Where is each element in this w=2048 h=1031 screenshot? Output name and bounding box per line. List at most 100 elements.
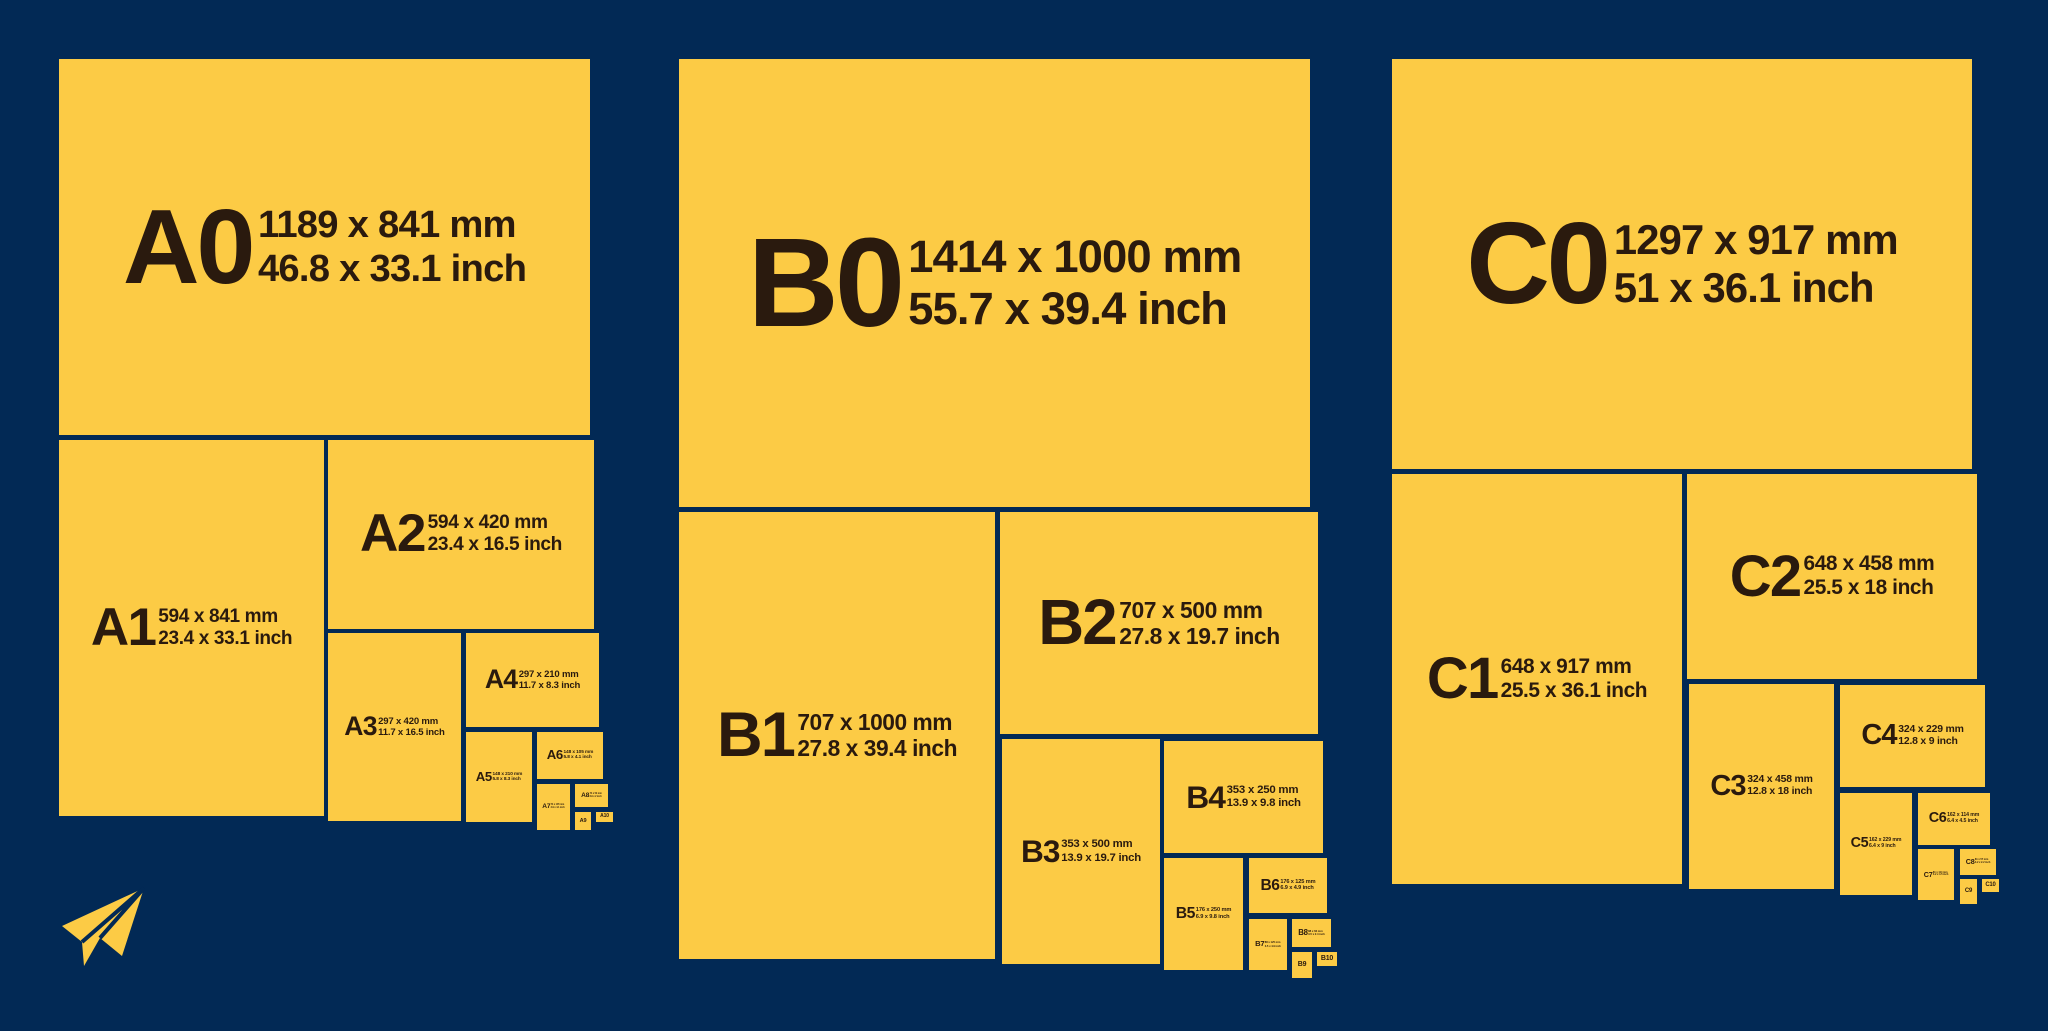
sheet-c10: C10 (1982, 879, 1999, 892)
dimension-inch: 2.9 x 4.1 inch (550, 806, 565, 809)
sheet-name: B4 (1186, 778, 1226, 815)
sheet-name: A3 (344, 711, 377, 742)
dimension-mm: 707 x 1000 mm (797, 709, 953, 736)
dimension-inch: 3.5 x 4.9 inch (1264, 944, 1281, 948)
dimension-inch: 2.9 x 2 inch (589, 794, 602, 798)
sheet-label-group: B3 353 x 500 mm 13.9 x 19.7 inch (1021, 834, 1141, 869)
sheet-label-group: A10 (600, 814, 609, 820)
sheet-name: A2 (360, 504, 426, 564)
dimension-mm: 353 x 500 mm (1061, 838, 1133, 851)
dimension-inch: 25.5 x 18 inch (1803, 576, 1934, 600)
sheet-a3: A3 297 x 420 mm 11.7 x 16.5 inch (328, 633, 461, 821)
sheet-a8: A8 74 x 52 mm 2.9 x 2 inch (575, 784, 608, 807)
sheet-c9: C9 (1960, 879, 1977, 904)
dimension-mm: 648 x 917 mm (1500, 654, 1632, 678)
sheet-name: A1 (90, 597, 157, 657)
sheet-dimensions: 1189 x 841 mm 46.8 x 33.1 inch (257, 203, 527, 291)
sheet-dimensions: 81 x 114 mm 3.2 x 4.5 inch (1932, 870, 1948, 878)
sheet-label-group: A0 1189 x 841 mm 46.8 x 33.1 inch (122, 186, 527, 306)
sheet-dimensions: 353 x 500 mm 13.9 x 19.7 inch (1061, 838, 1141, 864)
sheet-a4: A4 297 x 210 mm 11.7 x 8.3 inch (466, 633, 599, 727)
sheet-dimensions: 176 x 250 mm 6.9 x 9.8 inch (1196, 907, 1232, 920)
sheet-dimensions: 88 x 125 mm 3.5 x 4.9 inch (1265, 941, 1281, 947)
sheet-b7: B7 88 x 125 mm 3.5 x 4.9 inch (1249, 919, 1287, 970)
sheet-b9: B9 (1292, 952, 1312, 978)
dimension-inch: 23.4 x 16.5 inch (427, 534, 563, 556)
sheet-dimensions: 1297 x 917 mm 51 x 36.1 inch (1613, 216, 1899, 312)
sheet-dimensions: 594 x 420 mm 23.4 x 16.5 inch (427, 512, 563, 556)
sheet-label-group: A9 (580, 818, 587, 824)
sheet-label-group: C0 1297 x 917 mm 51 x 36.1 inch (1466, 200, 1898, 328)
sheet-label-group: B10 (1321, 955, 1333, 963)
dimension-mm: 176 x 250 mm (1195, 907, 1232, 914)
sheet-label-group: B2 707 x 500 mm 27.8 x 19.7 inch (1038, 587, 1280, 659)
sheet-name: A5 (475, 768, 492, 784)
sheet-dimensions: 74 x 52 mm 2.9 x 2 inch (589, 792, 602, 798)
sheet-c8: C8 81 x 57 mm 3.2 x 2.2 inch (1960, 849, 1996, 875)
sheet-dimensions: 707 x 500 mm 27.8 x 19.7 inch (1119, 597, 1280, 650)
dimension-inch: 13.9 x 9.8 inch (1226, 797, 1301, 809)
sheet-label-group: A2 594 x 420 mm 23.4 x 16.5 inch (360, 505, 562, 564)
sheet-name: B1 (716, 699, 796, 770)
dimension-mm: 162 x 229 mm (1868, 837, 1902, 844)
sheet-dimensions: 148 x 105 mm 5.8 x 4.1 inch (564, 750, 594, 761)
dimension-mm: 81 x 114 mm (1932, 870, 1948, 874)
sheet-name: B6 (1260, 876, 1280, 894)
sheet-c6: C6 162 x 114 mm 6.4 x 4.5 inch (1918, 793, 1990, 845)
sheet-name: C6 (1928, 810, 1947, 827)
sheet-name: A0 (122, 186, 256, 306)
sheet-b4: B4 353 x 250 mm 13.9 x 9.8 inch (1164, 741, 1323, 853)
dimension-mm: 1189 x 841 mm (257, 203, 517, 247)
dimension-mm: 297 x 210 mm (518, 669, 579, 680)
sheet-label-group: B8 88 x 62 mm 3.5 x 2.4 inch (1298, 928, 1325, 938)
dimension-inch: 51 x 36.1 inch (1613, 264, 1875, 311)
dimension-inch: 23.4 x 33.1 inch (158, 627, 293, 649)
sheet-label-group: B9 (1298, 961, 1307, 969)
sheet-b8: B8 88 x 62 mm 3.5 x 2.4 inch (1292, 919, 1331, 947)
dimension-mm: 297 x 420 mm (378, 716, 439, 727)
dimension-inch: 25.5 x 36.1 inch (1500, 678, 1648, 702)
sheet-label-group: A5 148 x 210 mm 5.8 x 8.3 inch (475, 768, 523, 785)
sheet-dimensions: 1414 x 1000 mm 55.7 x 39.4 inch (908, 231, 1242, 336)
dimension-mm: 324 x 229 mm (1898, 723, 1964, 735)
sheet-name: A7 (542, 803, 551, 811)
paper-plane-icon (62, 886, 146, 966)
sheet-name: A6 (546, 747, 563, 763)
sheet-dimensions: 324 x 229 mm 12.8 x 9 inch (1898, 723, 1964, 748)
dimension-mm: 324 x 458 mm (1747, 774, 1813, 786)
sheet-dimensions: 162 x 229 mm 6.4 x 9 inch (1868, 837, 1902, 850)
sheet-label-group: A7 74 x 105 mm 2.9 x 4.1 inch (542, 803, 564, 810)
sheet-label-group: B1 707 x 1000 mm 27.8 x 39.4 inch (716, 699, 958, 771)
sheet-label-group: A1 594 x 841 mm 23.4 x 33.1 inch (90, 597, 293, 657)
sheet-label-group: C6 162 x 114 mm 6.4 x 4.5 inch (1928, 810, 1980, 827)
sheet-label-group: B6 176 x 125 mm 6.9 x 4.9 inch (1261, 877, 1316, 894)
sheet-a7: A7 74 x 105 mm 2.9 x 4.1 inch (537, 784, 570, 830)
sheet-dimensions: 648 x 458 mm 25.5 x 18 inch (1804, 552, 1935, 600)
sheet-label-group: C8 81 x 57 mm 3.2 x 2.2 inch (1966, 858, 1991, 866)
sheet-name: C5 (1850, 835, 1869, 852)
sheet-name: A10 (600, 813, 609, 820)
sheet-a0: A0 1189 x 841 mm 46.8 x 33.1 inch (59, 59, 590, 435)
sheet-label-group: C10 (1985, 882, 1996, 889)
sheet-name: B5 (1175, 905, 1196, 923)
sheet-a10: A10 (596, 812, 613, 822)
dimension-inch: 27.8 x 19.7 inch (1119, 622, 1280, 649)
sheet-dimensions: 176 x 125 mm 6.9 x 4.9 inch (1280, 879, 1315, 892)
dimension-inch: 27.8 x 39.4 inch (797, 735, 958, 762)
sheet-dimensions: 81 x 57 mm 3.2 x 2.2 inch (1975, 858, 1990, 865)
dimension-mm: 148 x 210 mm (492, 771, 523, 777)
dimension-inch: 6.9 x 4.9 inch (1280, 885, 1314, 892)
sheet-dimensions: 88 x 62 mm 3.5 x 2.4 inch (1308, 929, 1325, 936)
dimension-mm: 353 x 250 mm (1226, 783, 1299, 796)
sheet-name: A8 (581, 791, 590, 799)
sheet-name: B0 (747, 211, 906, 353)
sheet-b0: B0 1414 x 1000 mm 55.7 x 39.4 inch (679, 59, 1310, 507)
sheet-label-group: C5 162 x 229 mm 6.4 x 9 inch (1850, 835, 1902, 852)
sheet-c7: C7 81 x 114 mm 3.2 x 4.5 inch (1918, 849, 1954, 900)
sheet-name: B2 (1038, 587, 1117, 659)
dimension-mm: 88 x 125 mm (1264, 941, 1281, 945)
sheet-a1: A1 594 x 841 mm 23.4 x 33.1 inch (59, 440, 324, 816)
sheet-label-group: B0 1414 x 1000 mm 55.7 x 39.4 inch (747, 211, 1243, 353)
sheet-b10: B10 (1317, 952, 1337, 966)
dimension-mm: 74 x 105 mm (550, 803, 565, 807)
